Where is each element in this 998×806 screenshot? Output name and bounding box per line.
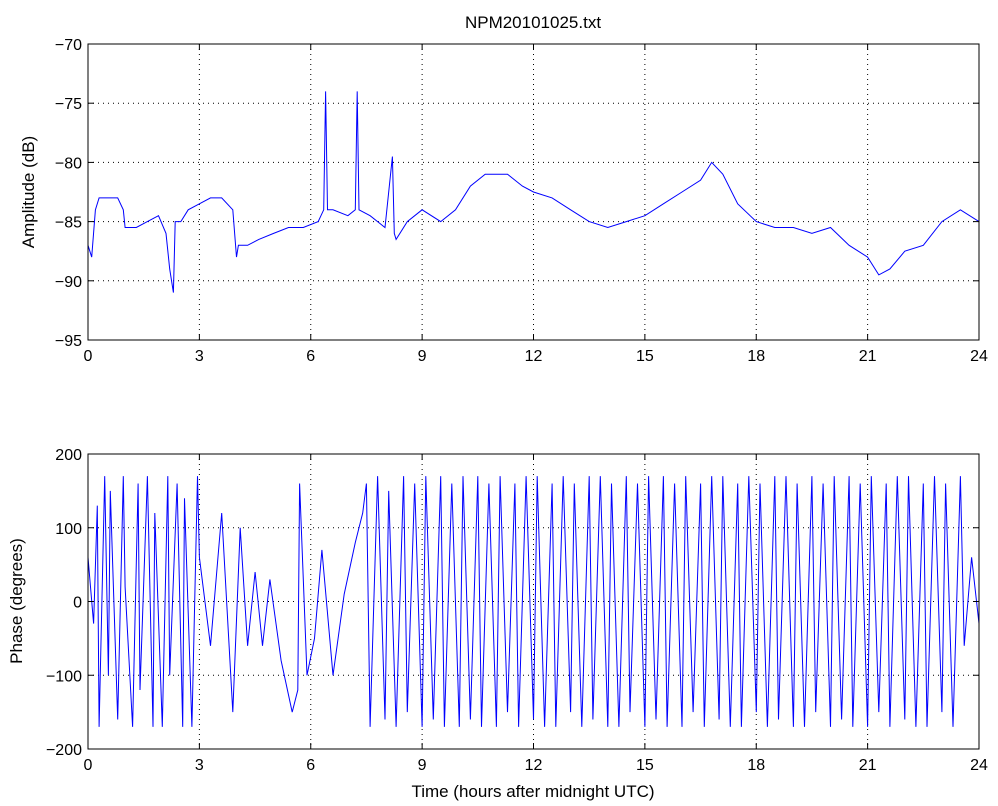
series-line [87, 476, 980, 727]
x-tick-label: 21 [859, 348, 877, 365]
x-tick-label: 6 [306, 757, 315, 774]
y-tick-label: 0 [73, 595, 82, 612]
y-tick-label: −75 [55, 96, 82, 113]
y-tick-label: −95 [55, 333, 82, 350]
x-tick-label: 18 [747, 757, 765, 774]
amplitude-title: NPM20101025.txt [465, 13, 601, 32]
phase-ylabel: Phase (degrees) [7, 538, 26, 664]
amplitude-ylabel: Amplitude (dB) [19, 136, 38, 248]
x-tick-label: 18 [747, 348, 765, 365]
x-tick-label: 21 [859, 757, 877, 774]
x-tick-label: 24 [970, 757, 988, 774]
y-tick-label: −70 [55, 37, 82, 54]
amplitude-grid [88, 44, 979, 340]
x-tick-label: 6 [306, 348, 315, 365]
x-tick-label: 12 [525, 757, 543, 774]
x-tick-label: 9 [418, 757, 427, 774]
x-tick-label: 3 [195, 348, 204, 365]
x-tick-label: 15 [636, 348, 654, 365]
phase-ticks: 0 3 6 9 12 15 18 21 24 −200 −100 0 100 200 [46, 447, 988, 774]
y-tick-label: −80 [55, 155, 82, 172]
amplitude-ticks: 0 3 6 9 12 15 18 21 24 −95 −90 −85 −80 −75 −70 [55, 37, 988, 365]
x-tick-label: 3 [195, 757, 204, 774]
phase-panel: 0 3 6 9 12 15 18 21 24 −200 −100 0 100 200 Phase (deg… [7, 447, 988, 801]
x-tick-label: 12 [525, 348, 543, 365]
x-tick-label: 9 [418, 348, 427, 365]
phase-xlabel: Time (hours after midnight UTC) [411, 782, 654, 801]
x-tick-label: 24 [970, 348, 988, 365]
amplitude-series [87, 91, 980, 293]
y-tick-label: −85 [55, 215, 82, 232]
y-tick-label: 200 [55, 447, 82, 464]
x-tick-label: 0 [84, 757, 93, 774]
y-tick-label: −90 [55, 274, 82, 291]
amplitude-panel: NPM20101025.txt 0 3 6 9 12 15 18 21 24 −95 −90 −85 −… [19, 13, 988, 365]
y-tick-label: −200 [46, 742, 82, 759]
y-tick-label: −100 [46, 668, 82, 685]
series-line [87, 91, 980, 293]
phase-series [87, 476, 980, 727]
y-tick-label: 100 [55, 521, 82, 538]
x-tick-label: 0 [84, 348, 93, 365]
x-tick-label: 15 [636, 757, 654, 774]
